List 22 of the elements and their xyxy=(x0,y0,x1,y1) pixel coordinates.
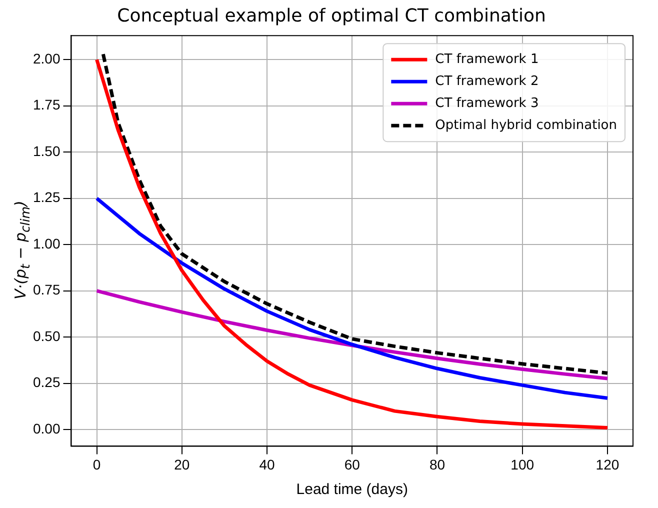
y-tick-label: 0.50 xyxy=(33,328,60,344)
x-tick-label: 40 xyxy=(259,456,276,472)
y-tick-label: 1.00 xyxy=(33,235,60,252)
y-tick-label: 0.25 xyxy=(33,374,60,390)
legend-label: CT framework 2 xyxy=(435,74,539,89)
chart-title: Conceptual example of optimal CT combination xyxy=(117,5,546,26)
y-tick-label: 0.00 xyxy=(33,420,60,436)
legend-label: CT framework 3 xyxy=(435,96,539,111)
legend-label: Optimal hybrid combination xyxy=(435,118,618,133)
x-axis-title: Lead time (days) xyxy=(296,481,408,498)
y-tick-label: 1.25 xyxy=(33,189,60,206)
x-tick-label: 80 xyxy=(429,456,446,472)
y-tick-label: 0.75 xyxy=(33,282,60,298)
y-tick-label: 1.75 xyxy=(33,96,60,113)
y-tick-label: 2.00 xyxy=(33,50,60,67)
x-tick-label: 0 xyxy=(92,456,101,472)
x-tick-label: 120 xyxy=(596,456,620,472)
legend-label: CT framework 1 xyxy=(435,52,539,67)
y-tick-label: 1.50 xyxy=(33,142,60,159)
x-tick-label: 60 xyxy=(344,456,360,472)
x-tick-label: 20 xyxy=(174,456,190,472)
x-tick-label: 100 xyxy=(510,456,534,472)
